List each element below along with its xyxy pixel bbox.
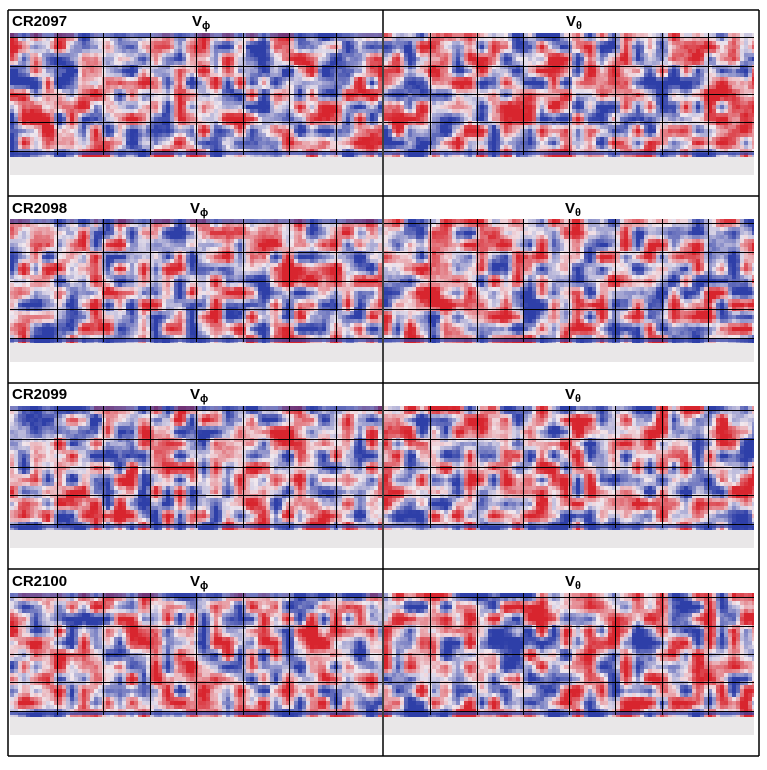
carrington-rotation-label: CR2097 [12, 14, 67, 29]
v-theta-map [384, 33, 754, 175]
v-phi-map [10, 219, 382, 362]
v-theta-map [384, 219, 754, 362]
v-theta-label: Vθ [565, 574, 581, 592]
grid-lines [10, 219, 382, 342]
grid-lines [384, 219, 754, 342]
grid-lines [384, 33, 754, 155]
v-theta-map [384, 593, 754, 735]
v-theta-label: Vθ [566, 14, 582, 32]
velocity-texture [384, 33, 754, 157]
v-theta-label: Vθ [565, 387, 581, 405]
grid-lines [10, 593, 382, 715]
carrington-rotation-label: CR2100 [12, 574, 67, 589]
v-phi-label: Vϕ [192, 14, 210, 32]
v-theta-label: Vθ [565, 201, 581, 219]
v-phi-map [10, 406, 382, 548]
v-phi-map [10, 33, 382, 175]
v-phi-map [10, 593, 382, 735]
v-theta-map [384, 406, 754, 548]
grid-lines [10, 33, 382, 155]
carrington-rotation-label: CR2098 [12, 201, 67, 216]
v-phi-label: Vϕ [190, 387, 208, 405]
v-phi-label: Vϕ [190, 201, 208, 219]
grid-lines [384, 593, 754, 715]
v-phi-label: Vϕ [190, 574, 208, 592]
carrington-rotation-label: CR2099 [12, 387, 67, 402]
grid-lines [10, 406, 382, 528]
grid-lines [384, 406, 754, 528]
